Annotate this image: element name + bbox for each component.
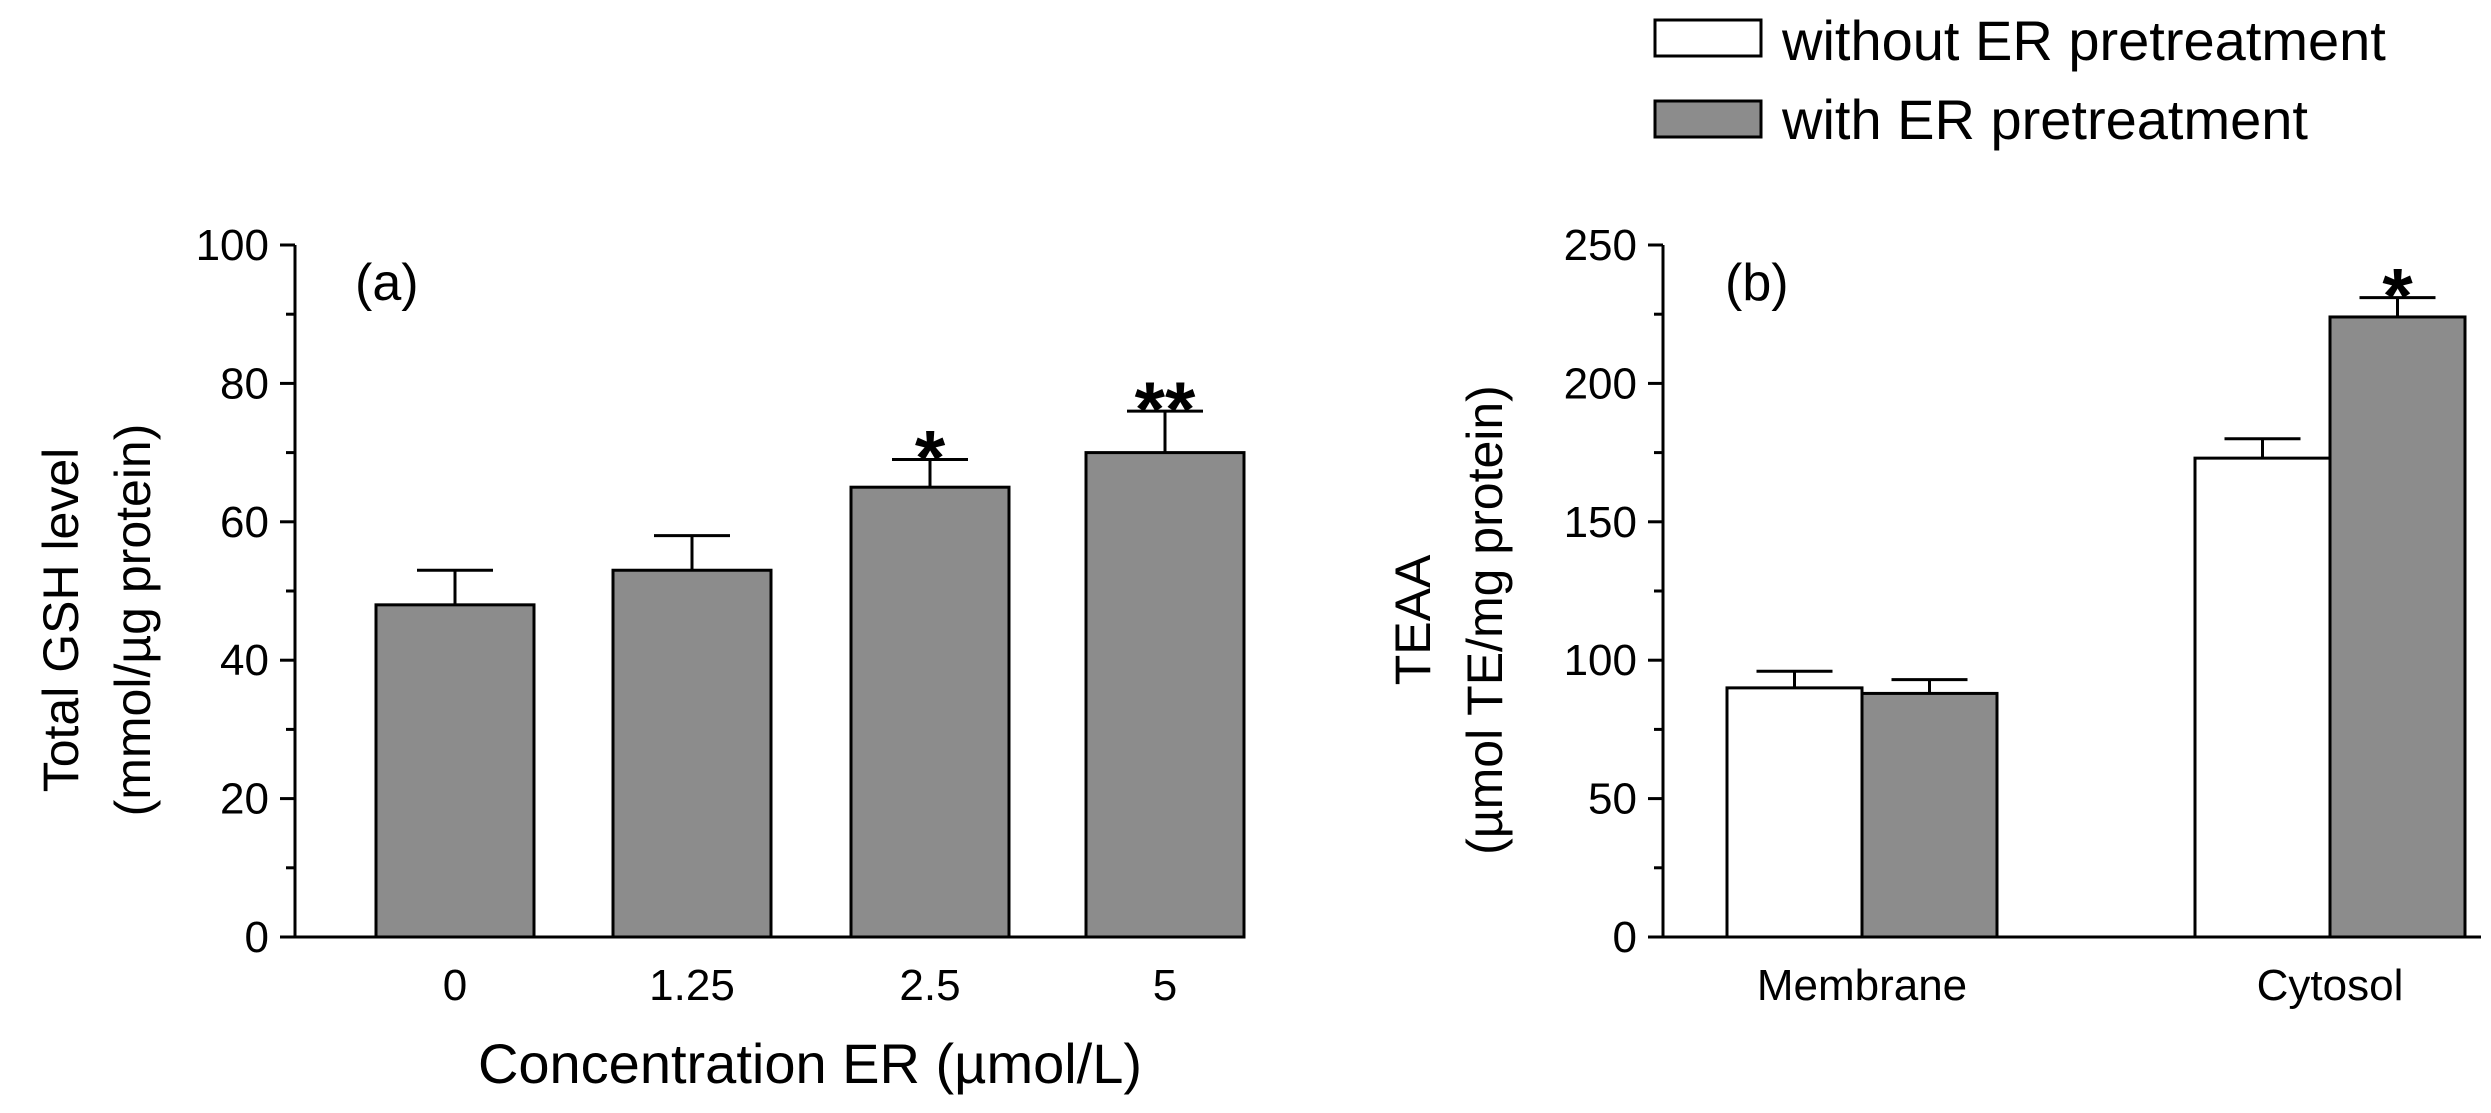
panel-b-y-tick-label: 200 bbox=[1564, 359, 1637, 408]
panel-b-label: (b) bbox=[1725, 254, 1789, 312]
panel-b-x-tick-label: Cytosol bbox=[2257, 961, 2404, 1010]
panel-b-y-axis-title: TEAA (µmol TE/mg protein) bbox=[1385, 385, 1513, 855]
panel-a-bar bbox=[374, 603, 536, 939]
panel-a-y-tick-label: 80 bbox=[220, 359, 269, 408]
panel-b-ylabel-line1: TEAA bbox=[1385, 554, 1441, 685]
panel-b-bar bbox=[2328, 315, 2467, 939]
chart-panel-a: (a) Total GSH level (mmol/µg protein) Co… bbox=[33, 221, 1246, 1095]
panel-a-ylabel-line1: Total GSH level bbox=[33, 448, 89, 793]
legend-label-with-er: with ER pretreatment bbox=[1781, 88, 2308, 151]
legend-swatch-with-er bbox=[1653, 99, 1763, 139]
panel-a-bar bbox=[849, 485, 1011, 939]
panel-b-y-tick-label: 250 bbox=[1564, 221, 1637, 270]
panel-a-x-tick-label: 0 bbox=[443, 961, 467, 1010]
panel-a-x-tick-label: 2.5 bbox=[899, 961, 960, 1010]
panel-b-y-tick-label: 50 bbox=[1588, 775, 1637, 824]
chart-panel-b: (b) TEAA (µmol TE/mg protein) 0 50 100 150 2… bbox=[1385, 221, 2481, 1010]
panel-a-bar bbox=[1084, 451, 1246, 939]
panel-b-significance-marker: * bbox=[2382, 252, 2413, 340]
panel-a-x-axis-title: Concentration ER (µmol/L) bbox=[478, 1032, 1142, 1095]
panel-a-significance-marker: * bbox=[915, 414, 946, 502]
panel-b-y-tick-label: 0 bbox=[1613, 913, 1637, 962]
panel-a-label: (a) bbox=[355, 254, 419, 312]
panel-b-y-tick-label: 150 bbox=[1564, 498, 1637, 547]
panel-a-y-tick-label: 20 bbox=[220, 775, 269, 824]
panel-b-bar bbox=[2193, 456, 2332, 939]
panel-b-bar bbox=[1860, 691, 1999, 939]
panel-a-y-axis-title: Total GSH level (mmol/µg protein) bbox=[33, 424, 161, 817]
panel-a-significance-marker: ** bbox=[1135, 365, 1196, 453]
panel-a-ylabel-line2: (mmol/µg protein) bbox=[105, 424, 161, 817]
panel-a-y-tick-label: 60 bbox=[220, 498, 269, 547]
panel-b-bar bbox=[1725, 686, 1864, 939]
panel-a-y-tick-label: 40 bbox=[220, 636, 269, 685]
legend: without ER pretreatment with ER pretreat… bbox=[1653, 9, 2386, 151]
panel-b-x-tick-label: Membrane bbox=[1757, 961, 1967, 1010]
panel-a-x-tick-label: 5 bbox=[1153, 961, 1177, 1010]
legend-label-without-er: without ER pretreatment bbox=[1781, 9, 2386, 72]
panel-b-y-tick-label: 100 bbox=[1564, 636, 1637, 685]
legend-swatch-without-er bbox=[1653, 18, 1763, 58]
panel-b-ylabel-line2: (µmol TE/mg protein) bbox=[1457, 385, 1513, 855]
panel-a-y-tick-label: 100 bbox=[196, 221, 269, 270]
panel-a-x-tick-label: 1.25 bbox=[649, 961, 735, 1010]
panel-a-y-tick-label: 0 bbox=[245, 913, 269, 962]
panel-a-bar bbox=[611, 568, 773, 939]
